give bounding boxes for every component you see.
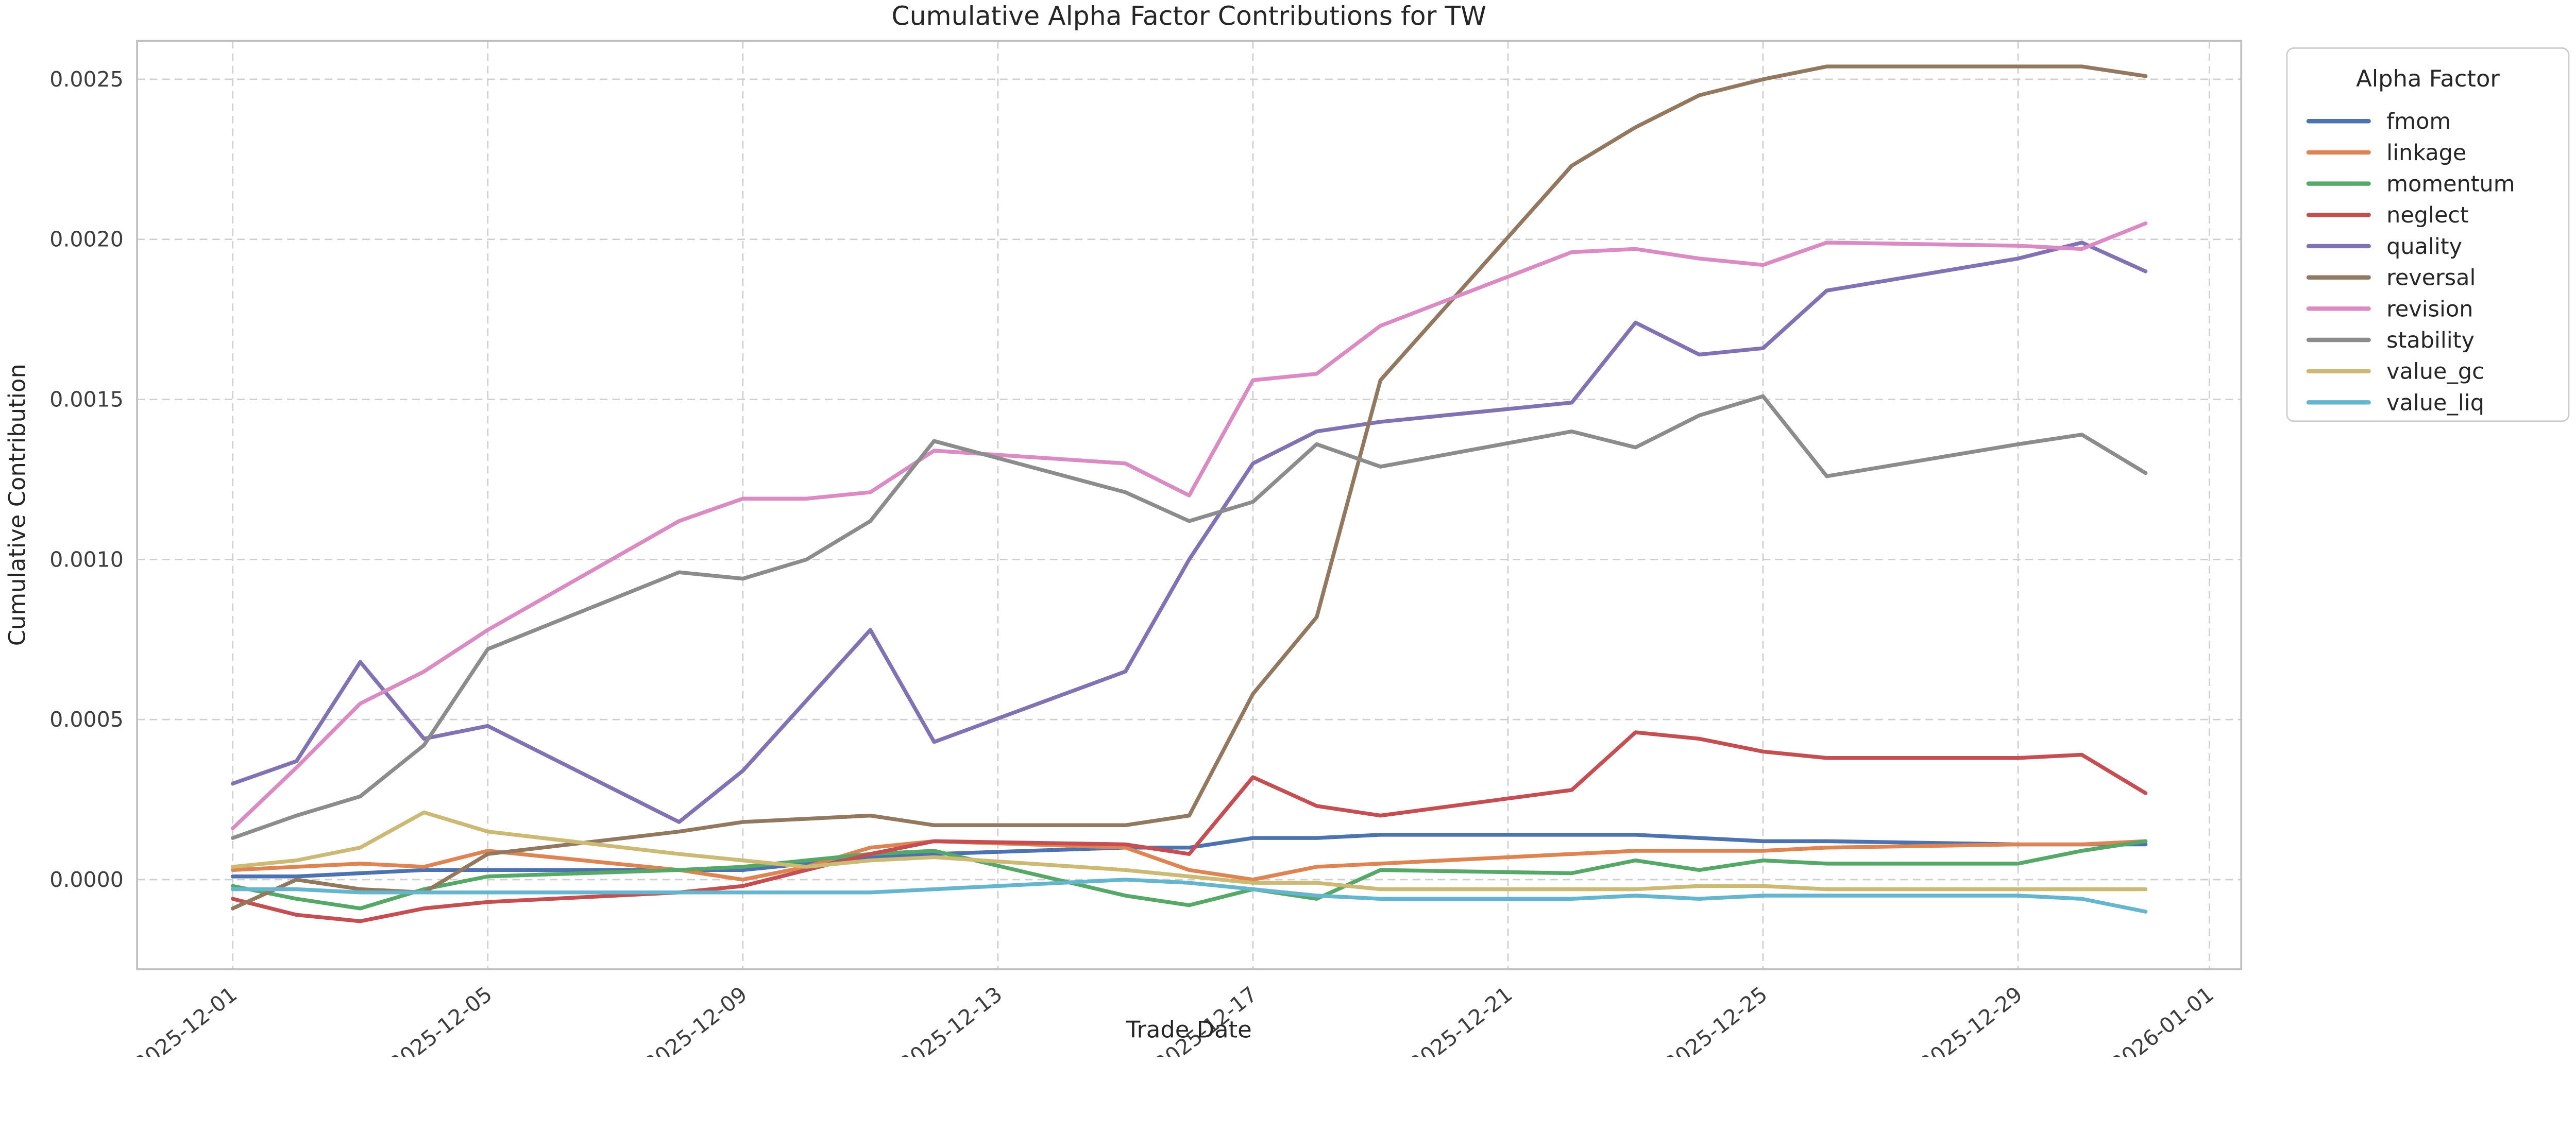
legend-label-revision: revision: [2386, 296, 2473, 322]
legend-item-reversal: reversal: [2306, 265, 2476, 291]
series-line-value_liq: [230, 878, 2148, 914]
series-line-neglect: [230, 730, 2148, 923]
legend-label-neglect: neglect: [2386, 202, 2469, 228]
legend-label-quality: quality: [2386, 234, 2462, 260]
legend-item-neglect: neglect: [2306, 202, 2469, 228]
series-line-linkage: [230, 839, 2148, 882]
series-line-momentum: [230, 839, 2148, 911]
legend-box: [2286, 47, 2570, 422]
legend-item-value_gc: value_gc: [2306, 359, 2484, 385]
series-line-reversal: [230, 64, 2148, 911]
grid-layer: [137, 41, 2242, 969]
legend-item-momentum: momentum: [2306, 171, 2515, 197]
y-axis-label: Cumulative Contribution: [4, 364, 31, 646]
plot-border: [136, 40, 2243, 970]
legend-item-fmom: fmom: [2306, 109, 2451, 134]
y-tick-label-0.0000: 0.0000: [49, 867, 124, 892]
legend-label-linkage: linkage: [2386, 140, 2466, 166]
y-tick-label-0.0020: 0.0020: [49, 227, 124, 252]
legend-label-momentum: momentum: [2386, 171, 2515, 197]
legend: Alpha Factor fmom linkage momentum neglect q…: [2286, 47, 2570, 422]
legend-item-linkage: linkage: [2306, 140, 2466, 166]
legend-item-stability: stability: [2306, 328, 2475, 353]
legend-label-stability: stability: [2386, 328, 2475, 353]
chart-title: Cumulative Alpha Factor Contributions fo…: [891, 1, 1486, 31]
y-tick-label-0.0010: 0.0010: [49, 547, 124, 572]
legend-label-fmom: fmom: [2386, 109, 2451, 134]
legend-label-value_liq: value_liq: [2386, 390, 2484, 416]
legend-label-reversal: reversal: [2386, 265, 2476, 291]
series-line-revision: [230, 221, 2148, 831]
legend-item-value_liq: value_liq: [2306, 390, 2484, 416]
figure-background: [0, 0, 2576, 1057]
legend-item-revision: revision: [2306, 296, 2473, 322]
legend-item-quality: quality: [2306, 234, 2462, 260]
series-line-value_gc: [230, 810, 2148, 891]
y-tick-labels: 0.0000 0.0005 0.0010 0.0015 0.0020 0.0025: [49, 67, 124, 892]
series-line-stability: [230, 394, 2148, 840]
legend-title: Alpha Factor: [2356, 65, 2500, 92]
series-line-quality: [230, 241, 2148, 824]
legend-items: fmom linkage momentum neglect quality reversa…: [2306, 109, 2515, 416]
y-tick-label-0.0025: 0.0025: [49, 67, 124, 92]
series-lines: [230, 64, 2148, 923]
series-line-fmom: [230, 833, 2148, 879]
x-axis-label: Trade Date: [1126, 1016, 1252, 1043]
legend-label-value_gc: value_gc: [2386, 359, 2484, 385]
chart-figure: 0.0000 0.0005 0.0010 0.0015 0.0020 0.0025 202…: [0, 0, 2576, 1057]
y-tick-label-0.0015: 0.0015: [49, 387, 124, 412]
y-tick-label-0.0005: 0.0005: [49, 707, 124, 732]
